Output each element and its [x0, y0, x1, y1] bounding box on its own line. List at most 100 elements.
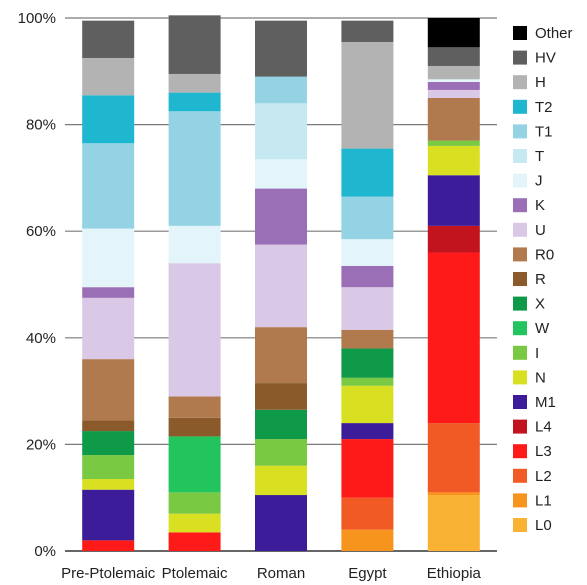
legend-entry: I: [513, 345, 539, 362]
bar-segment: [168, 15, 221, 74]
legend-label: Other: [535, 25, 573, 42]
legend-swatch: [513, 247, 527, 262]
legend-label: L3: [535, 443, 552, 460]
bar-segment: [427, 140, 480, 146]
bar-segment: [168, 73, 221, 93]
legend-swatch: [513, 149, 527, 163]
bar-segment: [82, 95, 135, 144]
legend-entry: R: [513, 271, 546, 288]
bar-segment: [82, 287, 135, 298]
bar-segment: [168, 532, 221, 551]
legend-entry: R0: [513, 246, 554, 263]
bar-segment: [168, 92, 221, 112]
legend-swatch: [513, 395, 527, 409]
bar-segment: [255, 495, 307, 551]
bar-segment: [168, 111, 221, 226]
bar-segment: [341, 265, 394, 288]
bar-segment: [341, 287, 394, 330]
legend-label: N: [535, 369, 546, 386]
bar-segment: [427, 79, 480, 82]
bar-segment: [427, 492, 480, 496]
bar-stack: [82, 20, 135, 551]
legend-label: R0: [535, 246, 554, 263]
bar-segment: [341, 529, 394, 551]
legend-label: L4: [535, 419, 552, 436]
bar-segment: [255, 20, 307, 77]
bar-segment: [341, 20, 394, 42]
bar-segment: [427, 252, 480, 424]
legend-swatch: [513, 370, 527, 385]
legend-swatch: [513, 50, 527, 65]
y-tick-label: 20%: [26, 436, 56, 453]
bar-segment: [168, 436, 221, 493]
legend-entry: L4: [513, 419, 552, 436]
legend-entry: J: [513, 173, 543, 190]
y-axis: 0% 20% 40% 60% 80% 100%: [18, 10, 56, 560]
bar-segment: [255, 465, 307, 496]
x-tick-label: Egypt: [348, 565, 387, 582]
bar-stack: [341, 20, 394, 551]
bar-segment: [82, 228, 135, 288]
legend-entry: HV: [513, 50, 556, 67]
legend-label: H: [535, 74, 546, 91]
bar-segment: [255, 103, 307, 160]
legend-entry: T1: [513, 123, 553, 140]
bar-stack: [168, 15, 221, 551]
x-tick-label: Ptolemaic: [162, 565, 228, 582]
y-tick-label: 80%: [26, 117, 56, 134]
bar-stack: [427, 18, 480, 551]
legend-entry: U: [513, 222, 546, 239]
legend-swatch: [513, 26, 527, 40]
bar-segment: [168, 263, 221, 397]
legend-label: X: [535, 296, 545, 313]
bar-segment: [427, 495, 480, 551]
bar-segment: [255, 327, 307, 384]
legend-swatch: [513, 222, 527, 237]
bar-segment: [341, 148, 394, 197]
bar-segment: [255, 383, 307, 410]
legend-swatch: [513, 296, 527, 311]
bar-segment: [341, 239, 394, 266]
legend-swatch: [513, 444, 527, 459]
bar-segment: [82, 57, 135, 96]
bar-segment: [427, 65, 480, 80]
legend-label: L2: [535, 468, 552, 485]
legend-label: U: [535, 222, 546, 239]
bar-segment: [427, 89, 480, 98]
legend-entry: L2: [513, 468, 552, 485]
legend-entry: K: [513, 197, 545, 214]
legend-entry: L3: [513, 443, 552, 460]
bar-segment: [82, 420, 135, 432]
bar-segment: [82, 431, 135, 456]
x-tick-label: Roman: [257, 565, 305, 582]
bar-segment: [82, 489, 135, 541]
legend-label: W: [535, 320, 550, 337]
y-tick-label: 60%: [26, 223, 56, 240]
bar-segment: [82, 359, 135, 421]
x-tick-label: Ethiopia: [427, 565, 482, 582]
bar-segment: [168, 225, 221, 264]
bar-segment: [427, 423, 480, 493]
bar-segment: [341, 329, 394, 349]
bar-segment: [341, 41, 394, 149]
legend-entry: L0: [513, 517, 552, 534]
y-tick-label: 100%: [18, 10, 56, 27]
legend-entry: W: [513, 320, 550, 337]
legend-swatch: [513, 75, 527, 90]
x-axis: Pre-Ptolemaic Ptolemaic Roman Egypt Ethiopia: [61, 565, 481, 582]
bar-segment: [341, 385, 394, 424]
legend-label: K: [535, 197, 545, 214]
legend-label: L0: [535, 517, 552, 534]
legend-entry: T2: [513, 99, 553, 116]
legend-swatch: [513, 272, 527, 286]
legend-swatch: [513, 493, 527, 508]
legend-label: M1: [535, 394, 556, 411]
bar-segment: [427, 18, 480, 48]
bar-segment: [427, 145, 480, 176]
legend-label: T: [535, 148, 544, 165]
bar-segment: [341, 497, 394, 530]
legend-swatch: [513, 419, 527, 434]
legend-entry: Other: [513, 25, 573, 42]
legend-swatch: [513, 321, 527, 336]
bar-segment: [255, 244, 307, 328]
